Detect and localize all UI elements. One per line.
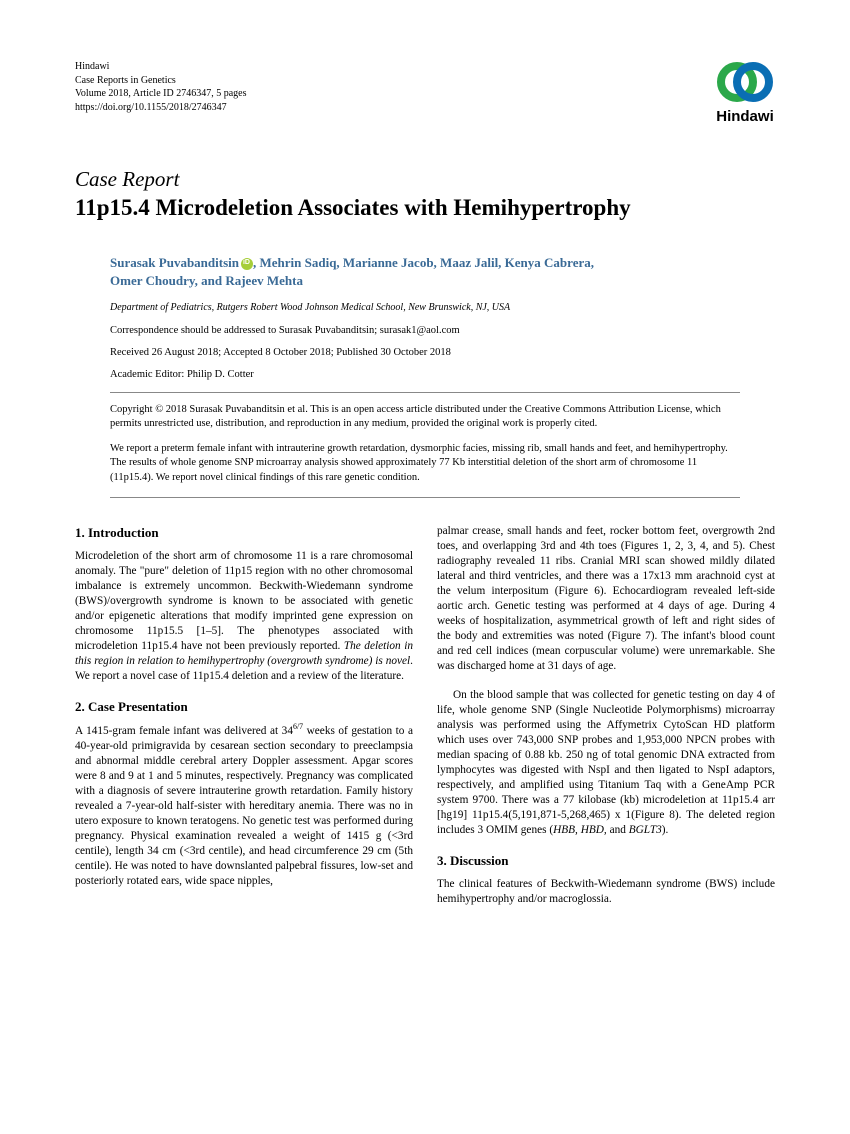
case-superscript: 6/7 xyxy=(293,722,303,731)
right-column: palmar crease, small hands and feet, roc… xyxy=(437,524,775,908)
body-columns: 1. Introduction Microdeletion of the sho… xyxy=(75,524,775,908)
correspondence: Correspondence should be addressed to Su… xyxy=(110,325,740,336)
volume-info: Volume 2018, Article ID 2746347, 5 pages xyxy=(75,87,246,101)
section-heading-intro: 1. Introduction xyxy=(75,524,413,541)
authors-list: Surasak Puvabanditsin , Mehrin Sadiq, Mar… xyxy=(110,254,740,290)
intro-paragraph: Microdeletion of the short arm of chromo… xyxy=(75,549,413,684)
col2-p2-b: and xyxy=(607,824,629,836)
copyright-notice: Copyright © 2018 Surasak Puvabanditsin e… xyxy=(110,403,740,431)
doi-url: https://doi.org/10.1155/2018/2746347 xyxy=(75,101,246,115)
divider-line xyxy=(110,392,740,393)
hindawi-logo-icon xyxy=(715,60,775,104)
journal-meta: Hindawi Case Reports in Genetics Volume … xyxy=(75,60,246,114)
section-heading-discussion: 3. Discussion xyxy=(437,852,775,869)
section-heading-case: 2. Case Presentation xyxy=(75,698,413,715)
col2-p2-italic1: HBB, HBD, xyxy=(553,824,607,836)
case-paragraph: A 1415-gram female infant was delivered … xyxy=(75,724,413,889)
journal-name: Case Reports in Genetics xyxy=(75,74,246,88)
case-text-a: A 1415-gram female infant was delivered … xyxy=(75,725,293,737)
article-type: Case Report xyxy=(75,167,775,192)
col2-p2-italic2: BGLT3 xyxy=(629,824,662,836)
affiliation: Department of Pediatrics, Rutgers Robert… xyxy=(110,302,740,313)
divider-line xyxy=(110,497,740,498)
authors-line2: Omer Choudry, and Rajeev Mehta xyxy=(110,273,303,288)
publication-dates: Received 26 August 2018; Accepted 8 Octo… xyxy=(110,347,740,358)
abstract-text: We report a preterm female infant with i… xyxy=(110,442,740,485)
article-title: 11p15.4 Microdeletion Associates with He… xyxy=(75,194,775,222)
col2-paragraph-2: On the blood sample that was collected f… xyxy=(437,688,775,838)
case-text-b: weeks of gestation to a 40-year-old prim… xyxy=(75,725,413,887)
publisher-name: Hindawi xyxy=(75,60,246,74)
authors-rest-line1: , Mehrin Sadiq, Marianne Jacob, Maaz Jal… xyxy=(253,255,594,270)
orcid-icon xyxy=(241,258,253,270)
left-column: 1. Introduction Microdeletion of the sho… xyxy=(75,524,413,908)
publisher-logo: Hindawi xyxy=(715,60,775,125)
page-header: Hindawi Case Reports in Genetics Volume … xyxy=(75,60,775,125)
academic-editor: Academic Editor: Philip D. Cotter xyxy=(110,369,740,380)
discussion-paragraph: The clinical features of Beckwith-Wiedem… xyxy=(437,877,775,907)
author-primary: Surasak Puvabanditsin xyxy=(110,255,239,270)
col2-p2-c: ). xyxy=(662,824,669,836)
intro-text-a: Microdeletion of the short arm of chromo… xyxy=(75,550,413,652)
col2-p2-a: On the blood sample that was collected f… xyxy=(437,689,775,836)
logo-text: Hindawi xyxy=(715,108,775,125)
col2-paragraph-1: palmar crease, small hands and feet, roc… xyxy=(437,524,775,674)
